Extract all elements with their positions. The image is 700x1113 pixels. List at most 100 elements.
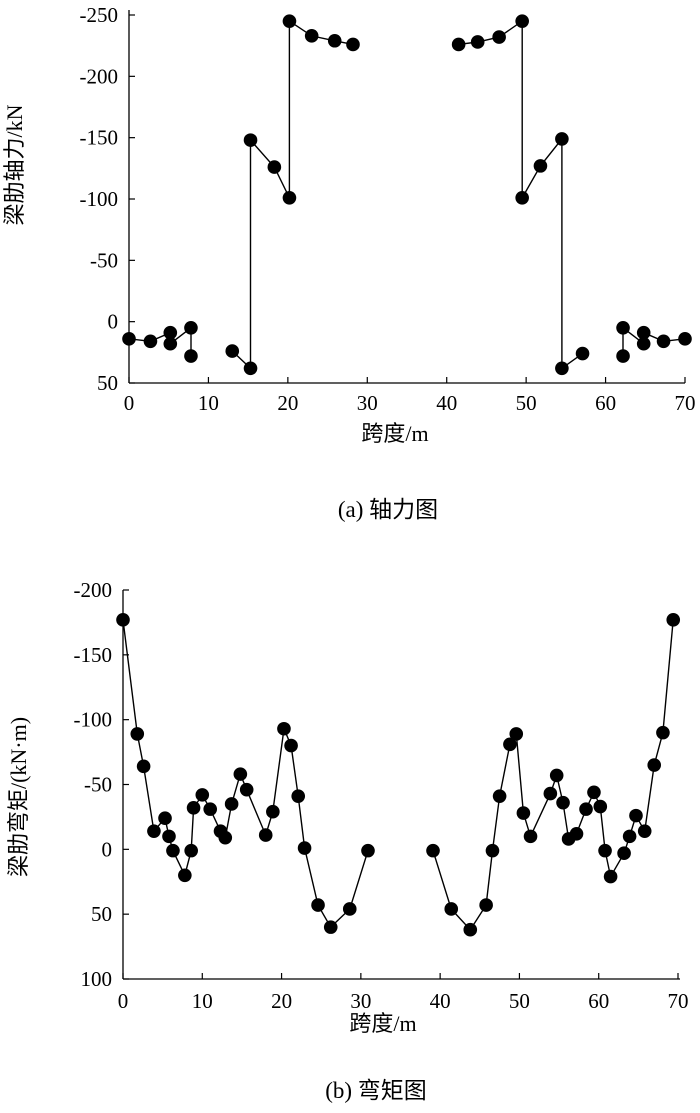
x-tick-label: 60 — [595, 391, 616, 415]
data-point — [225, 344, 240, 358]
series-lines — [128, 19, 686, 370]
y-tick-label: -150 — [74, 643, 113, 667]
x-tick-label: 40 — [430, 989, 451, 1013]
data-points — [116, 613, 681, 937]
y-tick-labels: -200 -150 -100 -50 0 50 100 — [74, 578, 129, 991]
data-point — [284, 738, 298, 753]
data-point — [647, 758, 662, 772]
data-point — [666, 613, 681, 627]
y-tick-label: 0 — [102, 837, 113, 861]
data-point — [533, 159, 548, 173]
x-tick-label: 40 — [436, 391, 457, 415]
data-point — [327, 33, 342, 48]
data-point — [603, 869, 618, 884]
data-point — [166, 843, 180, 858]
data-point — [492, 30, 506, 44]
x-tick-label: 70 — [668, 989, 689, 1013]
x-tick-label: 60 — [588, 989, 609, 1013]
y-tick-label: -150 — [80, 126, 119, 150]
x-tick-label: 0 — [124, 391, 135, 415]
data-point — [291, 789, 306, 803]
y-axis-title: 梁肋弯矩/(kN·m) — [6, 717, 31, 877]
x-tick-label: 30 — [357, 391, 378, 415]
data-point — [163, 325, 178, 340]
data-point — [444, 902, 459, 916]
data-point — [503, 737, 517, 752]
data-point — [162, 829, 176, 844]
data-point — [656, 725, 670, 740]
data-point — [282, 14, 297, 28]
data-point — [267, 160, 282, 174]
data-point — [184, 843, 198, 858]
y-tick-label: -250 — [80, 3, 119, 27]
data-point — [549, 768, 564, 783]
data-point — [323, 920, 338, 934]
data-point — [515, 190, 529, 205]
chart-caption: (b) 弯矩图 — [325, 1078, 427, 1103]
data-point — [616, 349, 630, 363]
data-point — [130, 727, 145, 741]
data-point — [451, 37, 466, 52]
y-tick-label: 50 — [97, 371, 118, 395]
data-point — [158, 811, 172, 826]
data-point — [195, 788, 210, 802]
data-point — [258, 828, 273, 842]
data-point — [617, 846, 631, 861]
data-point — [556, 795, 570, 810]
bending-moment-chart: -200 -150 -100 -50 0 50 100 0 10 20 30 40 50 60 70 跨度… — [6, 578, 689, 1103]
data-point — [470, 35, 485, 49]
data-point — [136, 759, 151, 774]
data-point — [616, 321, 630, 335]
y-tick-label: 50 — [91, 902, 112, 926]
series-line-left-1 — [128, 326, 192, 356]
data-point — [218, 830, 233, 845]
data-point — [426, 843, 440, 858]
x-tick-label: 50 — [516, 391, 537, 415]
data-point — [543, 786, 558, 801]
data-point — [598, 843, 612, 858]
data-point — [622, 829, 637, 844]
data-point — [266, 804, 280, 819]
data-point — [311, 898, 325, 912]
data-point — [122, 332, 136, 346]
x-tick-label: 20 — [277, 391, 298, 415]
data-point — [224, 797, 239, 811]
data-point — [304, 29, 319, 43]
data-point — [593, 799, 608, 814]
data-point — [361, 843, 375, 858]
data-point — [463, 922, 478, 937]
x-tick-label: 30 — [350, 989, 371, 1013]
y-tick-label: -100 — [80, 187, 119, 211]
x-tick-label: 20 — [271, 989, 292, 1013]
x-tick-label: 10 — [192, 989, 213, 1013]
y-tick-label: -50 — [84, 773, 112, 797]
x-tick-label: 0 — [118, 989, 129, 1013]
y-tick-label: 0 — [108, 310, 119, 334]
data-point — [575, 346, 590, 361]
data-point — [186, 801, 201, 815]
y-tick-label: -200 — [80, 64, 119, 88]
data-point — [233, 767, 248, 781]
data-point — [636, 336, 651, 351]
data-point — [243, 133, 258, 147]
data-point — [555, 361, 569, 376]
data-point — [515, 14, 529, 28]
y-tick-label: -100 — [74, 708, 113, 732]
data-point — [239, 782, 254, 797]
y-tick-label: 100 — [81, 967, 113, 991]
x-tick-label: 70 — [675, 391, 696, 415]
data-point — [178, 868, 192, 883]
series-line-right-2 — [622, 326, 686, 356]
data-point — [485, 843, 500, 858]
data-points — [122, 14, 692, 376]
data-point — [147, 824, 161, 838]
data-point — [346, 37, 360, 52]
y-tick-labels: -250 -200 -150 -100 -50 0 50 — [80, 3, 135, 395]
x-tick-labels: 0 10 20 30 40 50 60 70 — [118, 973, 689, 1013]
chart-caption: (a) 轴力图 — [338, 497, 438, 522]
data-point — [509, 727, 524, 741]
x-tick-label: 10 — [198, 391, 219, 415]
data-point — [587, 785, 601, 800]
